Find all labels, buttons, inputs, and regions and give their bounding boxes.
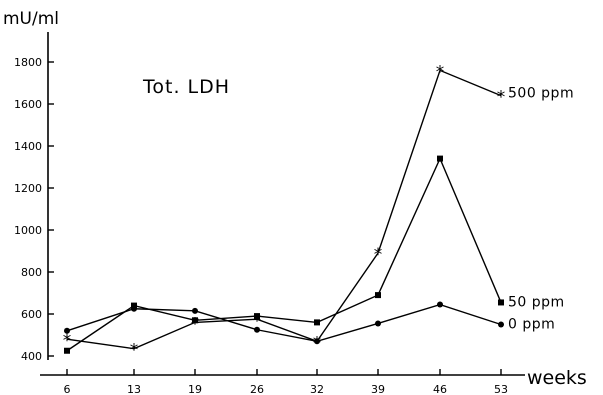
data-point-square bbox=[375, 292, 381, 299]
x-tick-label: 46 bbox=[433, 383, 447, 395]
x-tick-label: 32 bbox=[310, 383, 324, 395]
y-tick-label: 1000 bbox=[14, 224, 42, 237]
data-point-star: * bbox=[374, 245, 383, 265]
data-point-square bbox=[131, 302, 137, 309]
data-point-circle bbox=[254, 326, 260, 333]
x-tick-label: 19 bbox=[188, 383, 202, 395]
series-label: 0 ppm bbox=[508, 317, 555, 333]
data-point-square bbox=[498, 299, 504, 306]
series-label: 500 ppm bbox=[508, 86, 574, 102]
x-tick-label: 13 bbox=[127, 383, 141, 395]
data-point-circle bbox=[437, 301, 443, 308]
y-tick-label: 1400 bbox=[14, 140, 42, 153]
data-point-star: * bbox=[191, 314, 200, 334]
data-point-star: * bbox=[130, 341, 139, 361]
data-point-square bbox=[192, 317, 198, 324]
series-label: 50 ppm bbox=[508, 294, 565, 310]
text-labels: 400 600 800 1000 1200 1400 1600 1800 6 13 19 26 32 39… bbox=[3, 9, 587, 395]
y-tick-label: 600 bbox=[21, 308, 42, 321]
data-point-circle bbox=[375, 320, 381, 327]
data-point-circle bbox=[64, 327, 70, 334]
x-tick-label: 6 bbox=[64, 383, 71, 395]
data-point-star: * bbox=[497, 88, 506, 108]
series-circle bbox=[64, 301, 504, 345]
x-tick-label: 53 bbox=[494, 383, 508, 395]
series-line bbox=[66, 303, 502, 343]
data-point-circle bbox=[131, 305, 137, 312]
data-point-square bbox=[437, 155, 443, 162]
y-tick-label: 1800 bbox=[14, 56, 42, 69]
data-point-star: * bbox=[253, 311, 262, 331]
y-axis-unit-label: mU/ml bbox=[3, 9, 59, 29]
series-line bbox=[66, 156, 502, 352]
data-point-square bbox=[314, 319, 320, 326]
series-line bbox=[66, 69, 502, 350]
data-point-circle bbox=[192, 307, 198, 314]
data-point-circle bbox=[498, 321, 504, 328]
y-tick-label: 1600 bbox=[14, 98, 42, 111]
y-tick-label: 400 bbox=[21, 350, 42, 363]
x-axis-label: weeks bbox=[527, 367, 587, 389]
data-point-square bbox=[64, 347, 70, 354]
axes bbox=[40, 32, 525, 376]
series-group: ******** bbox=[63, 62, 506, 360]
series-square bbox=[64, 155, 504, 354]
x-tick-label: 26 bbox=[250, 383, 264, 395]
data-point-circle bbox=[314, 338, 320, 345]
y-tick-label: 800 bbox=[21, 266, 42, 279]
data-point-star: * bbox=[63, 331, 72, 351]
data-point-star: * bbox=[436, 62, 445, 82]
chart-title: Tot. LDH bbox=[142, 76, 230, 98]
data-point-square bbox=[254, 313, 260, 320]
y-tick-label: 1200 bbox=[14, 182, 42, 195]
x-tick-label: 39 bbox=[371, 383, 385, 395]
series-star: ******** bbox=[63, 62, 506, 360]
